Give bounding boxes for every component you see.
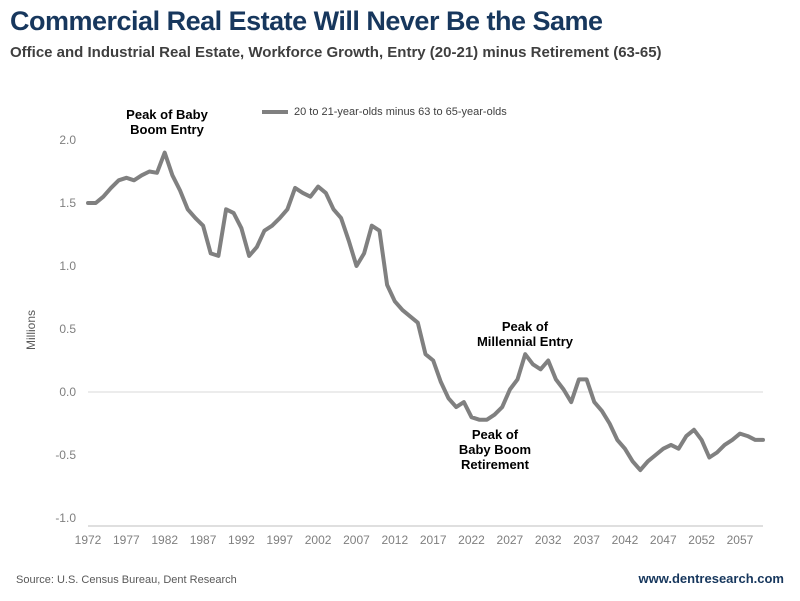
x-tick-label: 2022 xyxy=(458,533,485,547)
x-tick-label: 1982 xyxy=(151,533,178,547)
x-tick-label: 1992 xyxy=(228,533,255,547)
annotation-baby-boom-retirement: Peak of Baby Boom Retirement xyxy=(458,427,532,472)
x-tick-label: 1997 xyxy=(266,533,293,547)
line-chart: 2.0 1.5 1.0 0.5 0.0 -0.5 -1.0 1972 1977 1982 1987 1… xyxy=(55,133,765,547)
chart-subtitle: Office and Industrial Real Estate, Workf… xyxy=(10,44,662,61)
x-tick-label: 2012 xyxy=(381,533,408,547)
y-tick-label: 0.5 xyxy=(59,322,76,336)
x-tick-label: 1972 xyxy=(75,533,102,547)
legend-label: 20 to 21-year-olds minus 63 to 65-year-o… xyxy=(294,106,507,118)
y-tick-label: 1.0 xyxy=(59,259,76,273)
x-tick-label: 2007 xyxy=(343,533,370,547)
x-tick-label: 2042 xyxy=(612,533,639,547)
x-tick-label: 1987 xyxy=(190,533,217,547)
x-tick-label: 2037 xyxy=(573,533,600,547)
source-note: Source: U.S. Census Bureau, Dent Researc… xyxy=(16,574,237,586)
x-tick-label: 2052 xyxy=(688,533,715,547)
trend-line xyxy=(86,150,765,473)
y-tick-label: 2.0 xyxy=(59,133,76,147)
y-tick-label: -1.0 xyxy=(55,511,76,525)
y-tick-label: 0.0 xyxy=(59,385,76,399)
x-tick-label: 2027 xyxy=(497,533,524,547)
chart-title: Commercial Real Estate Will Never Be the… xyxy=(10,6,603,36)
website-link[interactable]: www.dentresearch.com xyxy=(638,571,784,586)
x-tick-label: 2047 xyxy=(650,533,677,547)
annotation-baby-boom-entry: Peak of Baby Boom Entry xyxy=(126,107,208,137)
annotation-millennial-entry: Peak of Millennial Entry xyxy=(476,319,574,349)
x-tick-label: 2057 xyxy=(727,533,754,547)
x-tick-label: 2032 xyxy=(535,533,562,547)
y-tick-label: 1.5 xyxy=(59,196,76,210)
x-tick-label: 1977 xyxy=(113,533,140,547)
x-tick-label: 2017 xyxy=(420,533,447,547)
legend-line-swatch xyxy=(262,110,288,114)
legend: 20 to 21-year-olds minus 63 to 65-year-o… xyxy=(262,106,507,118)
y-tick-label: -0.5 xyxy=(55,448,76,462)
x-tick-label: 2002 xyxy=(305,533,332,547)
